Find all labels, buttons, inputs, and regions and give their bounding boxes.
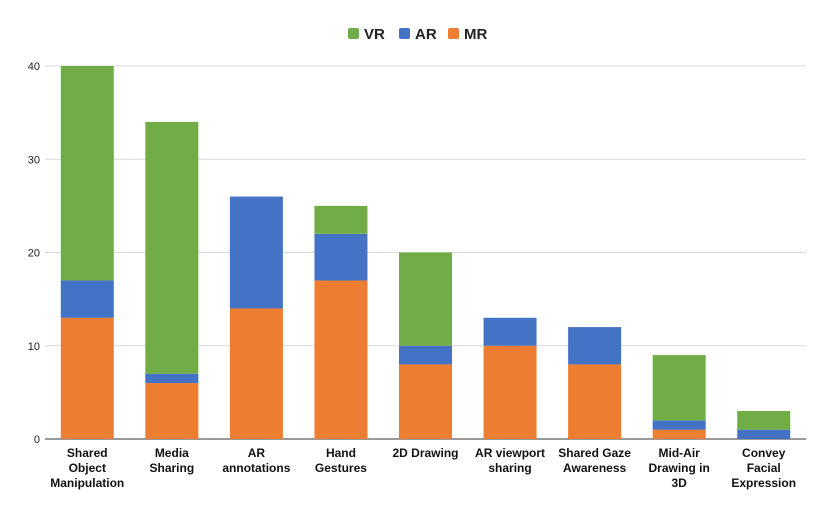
x-category-label: Shared Gaze Awareness [558,446,631,475]
bars [60,66,791,439]
x-category-label: Shared Object Manipulation [50,446,124,490]
x-category-label-line: Facial [747,461,781,475]
x-category-label-line: Mid-Air [659,446,701,460]
x-category-label-line: Object [69,461,106,475]
y-tick-label: 0 [34,434,40,446]
bar-vr [652,355,706,421]
x-category-label-line: Gestures [315,461,367,475]
x-category-label-line: AR [248,446,266,460]
x-category-label-line: 3D [671,476,687,490]
legend-swatch-vr [348,28,359,39]
bar-ar [483,317,537,346]
legend-label-mr: MR [464,26,487,43]
x-category-label-line: Shared Gaze [558,446,631,460]
x-category-label: Mid-Air Drawing in 3D [648,446,709,490]
legend: VR AR MR [348,26,487,43]
x-category-label: Convey Facial Expression [731,446,796,490]
bar-mr [483,345,537,439]
x-category-label-line: Hand [326,446,356,460]
y-tick-label: 10 [28,341,40,353]
y-axis-ticks: 0 10 20 30 40 [28,61,40,446]
bar-ar [737,429,791,439]
bar-vr [60,66,114,281]
bar-mr [229,308,283,439]
bar-mr [60,317,114,439]
bar-mr [652,429,706,439]
bar-vr [737,411,791,430]
x-category-label: AR annotations [222,446,290,475]
bar-mr [399,364,452,439]
legend-swatch-mr [448,28,459,39]
x-category-label: Media Sharing [149,446,194,475]
x-category-label-line: 2D Drawing [392,446,458,460]
x-category-label: AR viewport sharing [475,446,545,475]
x-axis-labels: Shared Object Manipulation Media Sharing AR an… [50,446,796,490]
bar-vr [314,205,368,234]
x-category-label-line: Expression [731,476,796,490]
x-category-label-line: Shared [67,446,108,460]
bar-vr [145,121,199,374]
x-category-label-line: Sharing [149,461,194,475]
legend-swatch-ar [399,28,410,39]
bar-vr [399,252,452,346]
y-tick-label: 40 [28,61,40,73]
x-category-label-line: Drawing in [648,461,709,475]
legend-label-ar: AR [415,26,437,43]
bar-ar [399,345,452,365]
x-category-label-line: Convey [742,446,786,460]
legend-label-vr: VR [364,26,385,43]
bar-mr [145,383,199,439]
y-tick-label: 30 [28,154,40,166]
x-category-label-line: sharing [488,461,531,475]
bar-mr [568,364,622,439]
x-category-label-line: Manipulation [50,476,124,490]
y-tick-label: 20 [28,248,40,260]
x-category-label-line: annotations [222,461,290,475]
x-category-label-line: Awareness [563,461,626,475]
bar-ar [652,420,706,430]
bar-ar [60,280,114,318]
x-category-label: Hand Gestures [315,446,367,475]
bar-mr [314,280,368,439]
x-category-label-line: AR viewport [475,446,545,460]
x-category-label: 2D Drawing [392,446,458,460]
bar-ar [314,233,368,281]
bar-ar [229,196,283,309]
bar-ar [568,327,622,365]
bar-ar [145,373,199,384]
x-category-label-line: Media [155,446,189,460]
